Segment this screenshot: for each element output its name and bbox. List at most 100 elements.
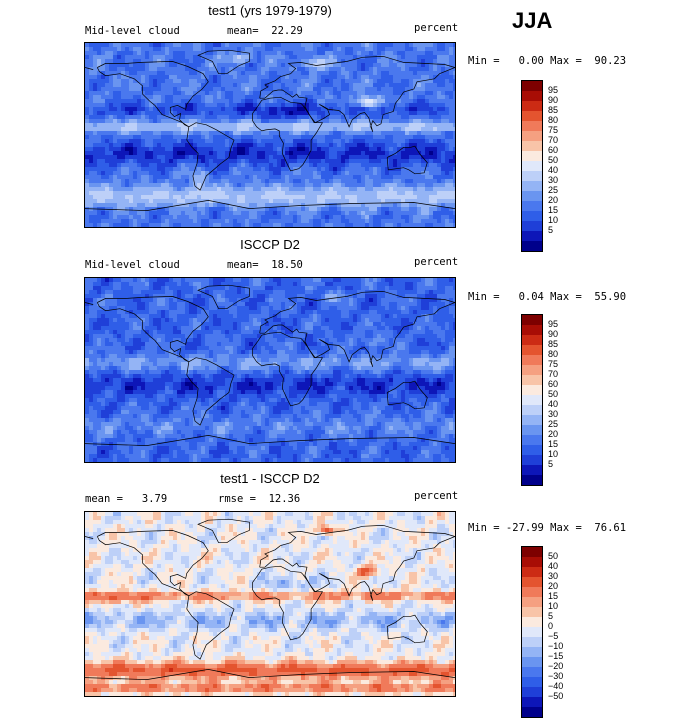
panel-1-map	[84, 42, 456, 228]
colorbar-tick: 15	[548, 440, 558, 449]
colorbar-segment	[522, 201, 542, 211]
colorbar-tick: 20	[548, 582, 558, 591]
colorbar-tick: 50	[548, 156, 558, 165]
colorbar-segment	[522, 637, 542, 647]
colorbar-segment	[522, 677, 542, 687]
colorbar-tick: 50	[548, 552, 558, 561]
colorbar-tick: 0	[548, 622, 553, 631]
colorbar-segment	[522, 687, 542, 697]
colorbar-segment	[522, 355, 542, 365]
panel-2-variable-label: Mid-level cloud	[85, 259, 180, 271]
colorbar-segment	[522, 161, 542, 171]
colorbar-segment	[522, 435, 542, 445]
colorbar-segment	[522, 345, 542, 355]
colorbar-tick: 40	[548, 562, 558, 571]
colorbar-tick: 5	[548, 612, 553, 621]
panel-2-title: ISCCP D2	[84, 237, 456, 252]
colorbar-tick: 80	[548, 116, 558, 125]
panel-1-minmax: Min = 0.00 Max = 90.23	[468, 55, 626, 67]
colorbar-tick: −15	[548, 652, 563, 661]
colorbar-tick: 5	[548, 226, 553, 235]
colorbar-tick: 25	[548, 420, 558, 429]
panel-2-map	[84, 277, 456, 463]
colorbar-segment	[522, 81, 542, 91]
colorbar-tick: 90	[548, 330, 558, 339]
colorbar-segment	[522, 91, 542, 101]
colorbar-segment	[522, 241, 542, 251]
colorbar-segment	[522, 425, 542, 435]
panel-2-colorbar	[521, 314, 543, 486]
colorbar-segment	[522, 111, 542, 121]
colorbar-segment	[522, 211, 542, 221]
colorbar-segment	[522, 617, 542, 627]
colorbar-segment	[522, 577, 542, 587]
colorbar-tick: 95	[548, 320, 558, 329]
colorbar-tick: 10	[548, 216, 558, 225]
colorbar-tick: 20	[548, 196, 558, 205]
colorbar-segment	[522, 171, 542, 181]
panel-2-minmax: Min = 0.04 Max = 55.90	[468, 291, 626, 303]
colorbar-segment	[522, 597, 542, 607]
colorbar-segment	[522, 365, 542, 375]
colorbar-tick: 60	[548, 146, 558, 155]
colorbar-tick: 5	[548, 460, 553, 469]
colorbar-segment	[522, 557, 542, 567]
colorbar-segment	[522, 141, 542, 151]
colorbar-tick: 75	[548, 360, 558, 369]
panel-2-mean-label: mean= 18.50	[227, 259, 303, 271]
colorbar-segment	[522, 101, 542, 111]
colorbar-segment	[522, 415, 542, 425]
colorbar-tick: 40	[548, 166, 558, 175]
colorbar-segment	[522, 547, 542, 557]
panel-3-units-label: percent	[414, 490, 458, 502]
colorbar-tick: 90	[548, 96, 558, 105]
colorbar-segment	[522, 315, 542, 325]
colorbar-segment	[522, 221, 542, 231]
colorbar-segment	[522, 231, 542, 241]
colorbar-tick: 15	[548, 592, 558, 601]
colorbar-tick: 85	[548, 340, 558, 349]
panel-2-units-label: percent	[414, 256, 458, 268]
colorbar-tick: −20	[548, 662, 563, 671]
colorbar-tick: 40	[548, 400, 558, 409]
panel-1-mean-label: mean= 22.29	[227, 25, 303, 37]
colorbar-segment	[522, 385, 542, 395]
colorbar-segment	[522, 587, 542, 597]
colorbar-segment	[522, 607, 542, 617]
colorbar-segment	[522, 151, 542, 161]
colorbar-tick: −10	[548, 642, 563, 651]
colorbar-segment	[522, 181, 542, 191]
panel-3-mean-label: mean = 3.79	[85, 493, 167, 505]
panel-3-map	[84, 511, 456, 697]
colorbar-tick: 85	[548, 106, 558, 115]
colorbar-tick: −40	[548, 682, 563, 691]
colorbar-segment	[522, 667, 542, 677]
colorbar-segment	[522, 375, 542, 385]
colorbar-segment	[522, 627, 542, 637]
colorbar-segment	[522, 131, 542, 141]
colorbar-segment	[522, 395, 542, 405]
colorbar-tick: 70	[548, 136, 558, 145]
colorbar-segment	[522, 567, 542, 577]
colorbar-tick: −5	[548, 632, 558, 641]
colorbar-tick: 80	[548, 350, 558, 359]
colorbar-tick: 70	[548, 370, 558, 379]
colorbar-tick: 20	[548, 430, 558, 439]
colorbar-tick: 25	[548, 186, 558, 195]
panel-1-title: test1 (yrs 1979-1979)	[84, 3, 456, 18]
panel-1-colorbar	[521, 80, 543, 252]
colorbar-segment	[522, 405, 542, 415]
colorbar-tick: 10	[548, 450, 558, 459]
panel-3-title: test1 - ISCCP D2	[84, 471, 456, 486]
panel-1-variable-label: Mid-level cloud	[85, 25, 180, 37]
colorbar-segment	[522, 325, 542, 335]
colorbar-tick: 30	[548, 410, 558, 419]
colorbar-segment	[522, 191, 542, 201]
colorbar-segment	[522, 707, 542, 717]
panel-3-rmse-label: rmse = 12.36	[218, 493, 300, 505]
panel-3-colorbar	[521, 546, 543, 718]
panel-1-units-label: percent	[414, 22, 458, 34]
colorbar-tick: 95	[548, 86, 558, 95]
season-label: JJA	[512, 8, 552, 34]
colorbar-tick: −30	[548, 672, 563, 681]
